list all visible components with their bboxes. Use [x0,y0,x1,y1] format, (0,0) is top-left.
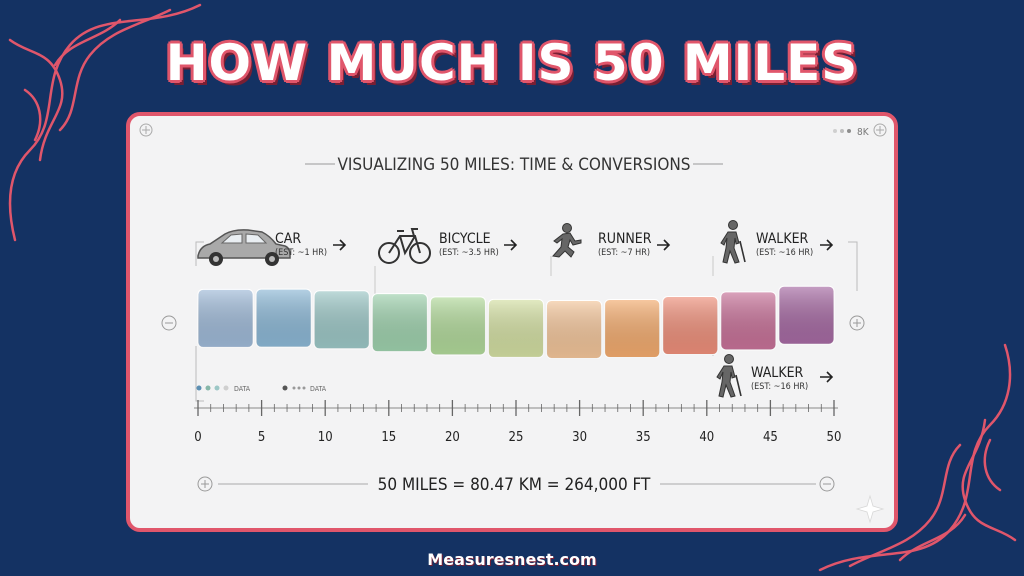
right-plus-icon [849,315,865,331]
mode-estimate: (EST: ~7 HR) [598,248,650,258]
runner-icon [552,223,582,258]
tick-label: 40 [699,430,714,445]
scale-labels: 0 5 10 15 20 25 30 35 40 45 50 [194,430,841,445]
band-segment-shade [488,299,544,358]
mode-name: CAR [275,231,301,247]
corner-swirl-top-left [8,3,202,242]
band-segment-shade [662,296,718,355]
status-dot [833,129,837,133]
diagram-canvas: 8K VISUALIZING 50 MILES: TIME & CONVERSI… [139,123,887,524]
mode-walker-bottom: WALKER (EST: ~16 HR) [716,354,834,398]
tick-label: 20 [445,430,460,445]
left-bracket-lower [195,346,204,402]
data-label: DATA [310,385,327,393]
walker-icon [716,354,742,398]
band-segment-shade [546,300,602,359]
mode-estimate: (EST: ~16 HR) [756,248,813,258]
walker-icon [720,220,746,264]
mode-estimate: (EST: ~1 HR) [275,248,327,258]
tick-label: 35 [636,430,651,445]
arrow-right-icon [820,239,834,251]
band-segment-shade [372,293,428,352]
corner-swirl-bottom-right [818,343,1017,572]
corner-plus-icon [139,123,153,137]
status-dot [847,129,851,133]
arrow-right-icon [820,371,834,383]
mode-car: CAR (EST: ~1 HR) [197,229,347,266]
tick-label: 15 [381,430,396,445]
page-title: HOW MUCH IS 50 MILES [165,34,859,92]
arrow-right-icon [504,239,518,251]
mode-name: WALKER [751,365,804,381]
band-segment-shade [256,289,312,348]
mode-name: WALKER [756,231,809,247]
site-name: Measuresnest.com [427,550,597,569]
arrow-right-icon [657,239,671,251]
data-label: DATA [234,385,251,393]
band-segment-shade [720,291,776,350]
plus-icon [197,476,213,492]
corner-badge: 8K [857,127,870,138]
diagram-card: 8K VISUALIZING 50 MILES: TIME & CONVERSI… [126,112,898,532]
tick-label: 30 [572,430,587,445]
status-dot [840,129,844,133]
tick-label: 5 [258,430,265,445]
mode-name: BICYCLE [439,231,491,247]
band-segment-shade [314,290,370,349]
left-minus-icon [161,315,177,331]
car-icon [197,229,291,266]
band-segment-shade [198,289,254,348]
tick-label: 25 [509,430,524,445]
right-bracket [848,241,858,291]
tick-label: 50 [827,430,842,445]
corner-plus-icon [873,123,887,137]
bicycle-icon [378,228,431,264]
minus-icon [819,476,835,492]
mode-estimate: (EST: ~3.5 HR) [439,248,499,258]
conversion-text: 50 MILES = 80.47 KM = 264,000 FT [378,475,651,495]
mode-walker-top: WALKER (EST: ~16 HR) [720,220,834,264]
tick-label: 10 [318,430,333,445]
tick-label: 45 [763,430,778,445]
band-segment-shade [430,296,486,355]
mode-name: RUNNER [598,231,652,247]
mode-bicycle: BICYCLE (EST: ~3.5 HR) [378,228,518,264]
data-legend-1: DATA [196,385,251,393]
data-legend-2: DATA [282,385,327,393]
mode-runner: RUNNER (EST: ~7 HR) [552,223,671,258]
arrow-right-icon [333,239,347,251]
band-segment-shade [604,299,660,358]
mode-estimate: (EST: ~16 HR) [751,382,808,392]
band-segment-shade [778,286,834,345]
scale-ticks [197,400,835,416]
sparkle-icon [855,494,885,524]
tick-label: 0 [194,430,201,445]
left-bracket [195,241,204,266]
diagram-subtitle: VISUALIZING 50 MILES: TIME & CONVERSIONS [337,155,690,175]
distance-band [197,285,835,359]
